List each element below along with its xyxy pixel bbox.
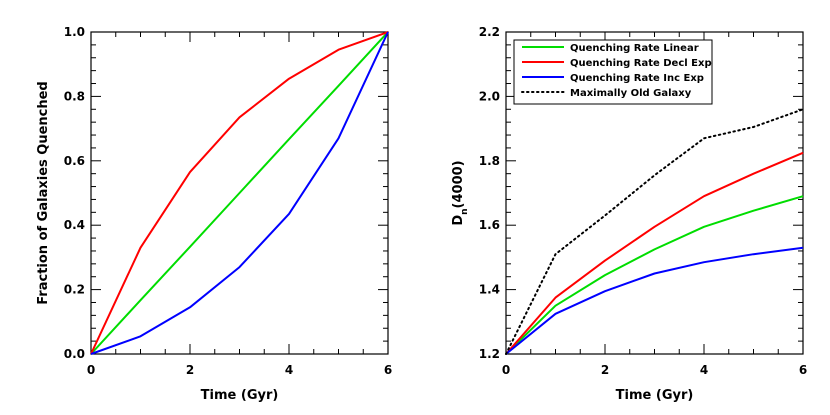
- series-line-series-2: [90, 31, 389, 355]
- y-axis-label-main: D: [451, 215, 466, 226]
- y-tick-label: 0.6: [64, 154, 85, 168]
- y-axis-label: Dn(4000): [451, 160, 470, 225]
- y-tick-label: 1.2: [479, 347, 500, 361]
- x-tick-label: 2: [186, 363, 194, 377]
- y-tick-label: 1.8: [479, 154, 500, 168]
- x-tick-label: 0: [87, 363, 95, 377]
- series-line-series-0: [90, 31, 389, 355]
- x-tick-label: 4: [700, 363, 708, 377]
- x-tick-label: 0: [502, 363, 510, 377]
- x-tick-label: 6: [799, 363, 807, 377]
- legend-entry: Quenching Rate Inc Exp: [570, 73, 704, 84]
- series-line-quenching-rate-decl-exp: [505, 151, 804, 355]
- series-line-series-1: [90, 31, 389, 355]
- x-axis-label: Time (Gyr): [201, 388, 279, 403]
- series-line-maximally-old-galaxy: [505, 108, 804, 355]
- y-tick-label: 1.6: [479, 218, 500, 232]
- y-axis-label: Fraction of Galaxies Quenched: [36, 81, 51, 305]
- y-tick-label: 2.0: [479, 89, 500, 103]
- x-tick-label: 2: [601, 363, 609, 377]
- left-panel-fraction-quenched: 0 2 4 6 0.0 0.2 0.4 0.6 0.8 1.0 Time (Gyr) Fraction…: [36, 25, 392, 403]
- legend-box: [513, 39, 713, 105]
- y-tick-label: 0.4: [64, 218, 85, 232]
- y-axis-label-suffix: (4000): [451, 160, 466, 208]
- y-tick-label: 0.2: [64, 283, 85, 297]
- series-line-quenching-rate-linear: [505, 195, 804, 355]
- y-tick-label: 1.4: [479, 283, 500, 297]
- right-panel-dn4000: 0 2 4 6 1.2 1.4 1.6 1.8 2.0 2.2 Time (Gyr) Dn(4000)…: [451, 25, 807, 403]
- y-tick-label: 1.0: [64, 25, 85, 39]
- x-tick-label: 4: [285, 363, 293, 377]
- legend-entry: Quenching Rate Decl Exp: [570, 58, 712, 69]
- legend: Quenching Rate Linear Quenching Rate Decl…: [513, 39, 713, 105]
- y-tick-label: 0.0: [64, 347, 85, 361]
- y-tick-label: 2.2: [479, 25, 500, 39]
- x-tick-label: 6: [384, 363, 392, 377]
- legend-entry: Quenching Rate Linear: [570, 43, 699, 54]
- y-tick-label: 0.8: [64, 89, 85, 103]
- series-line-quenching-rate-inc-exp: [505, 246, 804, 355]
- y-axis-label-subscript: n: [460, 208, 470, 214]
- legend-entry: Maximally Old Galaxy: [570, 88, 692, 99]
- x-axis-label: Time (Gyr): [616, 388, 694, 403]
